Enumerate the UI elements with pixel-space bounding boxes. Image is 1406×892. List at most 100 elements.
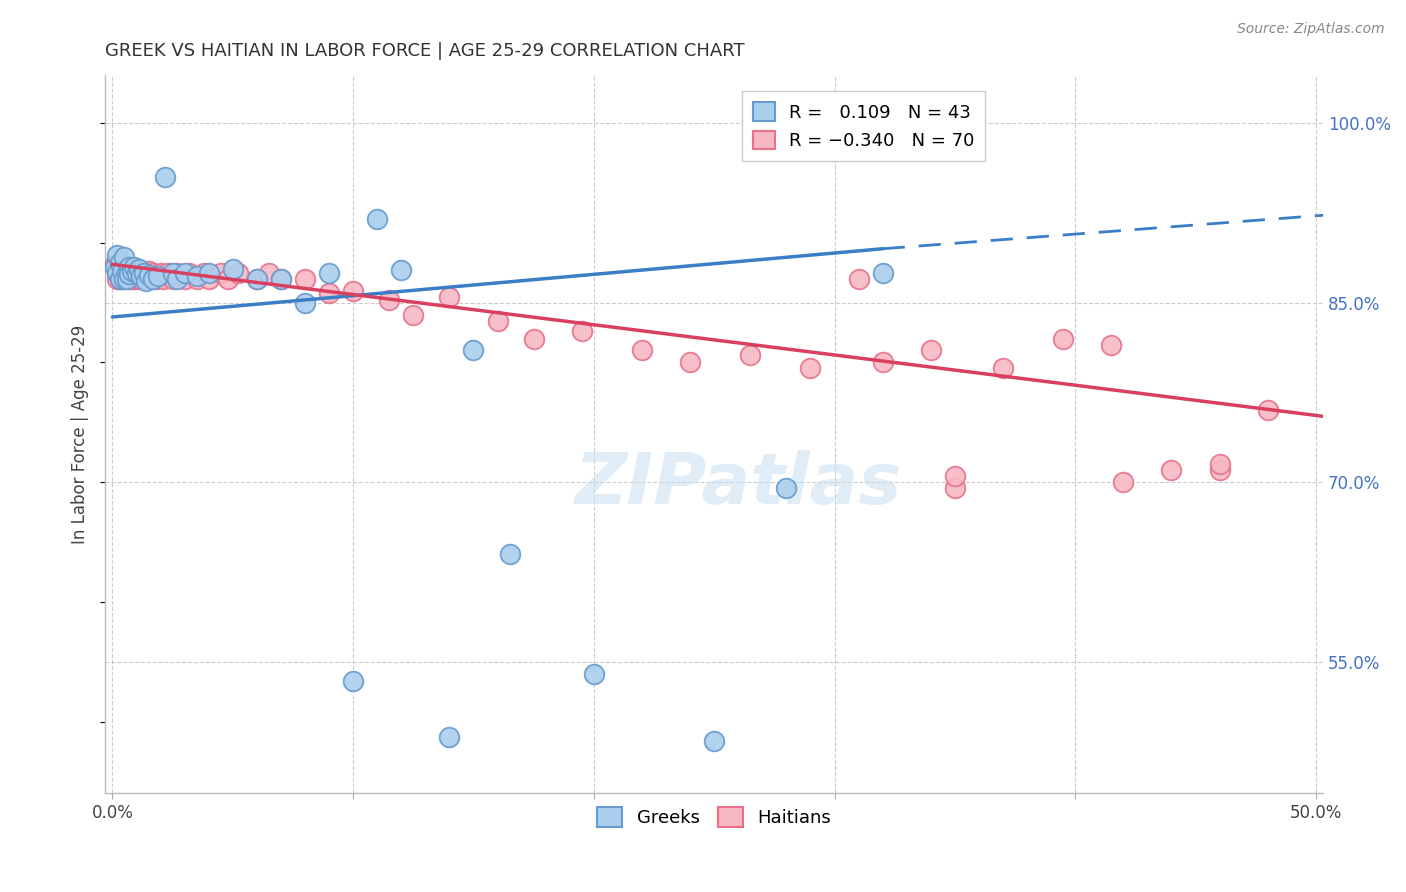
Text: ZIPatlas: ZIPatlas (575, 450, 903, 519)
Point (222, 262, 245, 277)
Point (186, 271, 208, 285)
Point (246, 271, 269, 285)
Point (114, 269, 136, 284)
Point (121, 271, 143, 285)
Point (125, 266, 148, 280)
Point (848, 271, 870, 285)
Point (146, 269, 169, 284)
Point (105, 262, 128, 277)
Point (342, 284, 364, 298)
Point (114, 271, 136, 285)
Point (571, 324, 593, 338)
Point (155, 169, 177, 184)
Text: GREEK VS HAITIAN IN LABOR FORCE | AGE 25-29 CORRELATION CHART: GREEK VS HAITIAN IN LABOR FORCE | AGE 25… (105, 42, 745, 60)
Point (186, 269, 208, 284)
Point (1257, 403, 1279, 417)
Point (142, 271, 165, 285)
Point (139, 270, 162, 285)
Point (740, 348, 762, 362)
Point (257, 266, 280, 280)
Point (104, 260, 127, 274)
Point (122, 260, 145, 274)
Point (943, 469, 966, 483)
Point (1208, 457, 1230, 471)
Point (703, 733, 725, 747)
Point (142, 266, 165, 280)
Point (294, 271, 316, 285)
Point (209, 266, 232, 280)
Point (1160, 463, 1182, 477)
Point (679, 355, 702, 369)
Point (166, 271, 188, 285)
Point (775, 481, 797, 495)
Point (246, 271, 269, 285)
Point (486, 313, 509, 327)
Point (135, 274, 157, 288)
Point (145, 271, 167, 285)
Point (179, 266, 201, 280)
Point (108, 266, 131, 280)
Point (128, 268, 150, 282)
Point (132, 266, 155, 280)
Point (111, 264, 134, 278)
Point (162, 271, 184, 285)
Point (105, 271, 128, 285)
Point (138, 264, 160, 278)
Point (439, 730, 461, 744)
Point (135, 271, 157, 285)
Point (342, 673, 364, 688)
Point (226, 266, 249, 280)
Point (389, 263, 412, 277)
Point (439, 290, 461, 304)
Point (131, 269, 153, 284)
Point (799, 361, 821, 376)
Point (1099, 337, 1122, 351)
Point (156, 266, 179, 280)
Point (114, 262, 136, 277)
Point (162, 266, 184, 280)
Point (105, 266, 128, 280)
Point (108, 256, 131, 270)
Point (582, 666, 605, 681)
Point (132, 266, 155, 280)
Legend: Greeks, Haitians: Greeks, Haitians (591, 800, 838, 835)
Point (149, 266, 172, 280)
Point (197, 266, 219, 280)
Point (114, 250, 136, 264)
Point (125, 271, 148, 285)
Point (121, 267, 143, 281)
Point (1052, 332, 1074, 346)
Point (920, 343, 942, 358)
Y-axis label: In Labor Force | Age 25-29: In Labor Force | Age 25-29 (72, 325, 89, 544)
Point (152, 271, 174, 285)
Point (943, 481, 966, 495)
Text: Source: ZipAtlas.com: Source: ZipAtlas.com (1237, 22, 1385, 37)
Point (131, 271, 153, 285)
Point (197, 271, 219, 285)
Point (270, 271, 292, 285)
Point (115, 266, 138, 280)
Point (366, 211, 388, 226)
Point (122, 264, 145, 278)
Point (118, 260, 141, 274)
Point (631, 343, 654, 358)
Point (125, 266, 148, 280)
Point (118, 267, 141, 281)
Point (1112, 475, 1135, 490)
Point (270, 271, 292, 285)
Point (104, 257, 127, 271)
Point (111, 271, 134, 285)
Point (122, 271, 145, 285)
Point (872, 266, 894, 280)
Point (115, 266, 138, 280)
Point (115, 271, 138, 285)
Point (193, 266, 215, 280)
Point (121, 264, 143, 278)
Point (523, 332, 546, 346)
Point (138, 268, 160, 282)
Point (173, 271, 195, 285)
Point (378, 293, 401, 308)
Point (105, 248, 128, 262)
Point (128, 262, 150, 277)
Point (402, 308, 425, 322)
